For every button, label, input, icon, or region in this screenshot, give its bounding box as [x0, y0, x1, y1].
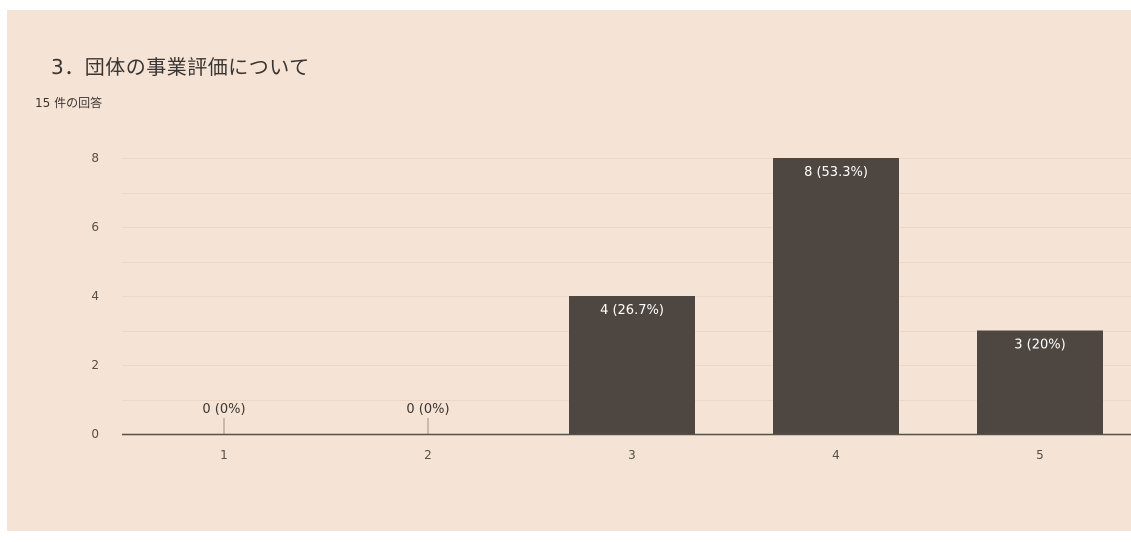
- bar-chart: 0 2 4 6 8 0 (0%) 1 0 (0%) 2 4 (26.7%) 3 8 (53.3%) 4 3…: [91, 151, 1131, 462]
- x-tick-label: 5: [1036, 448, 1044, 462]
- bar: [773, 158, 899, 434]
- bar: [977, 330, 1103, 434]
- y-tick-label: 8: [91, 151, 99, 165]
- y-tick-label: 6: [91, 220, 99, 234]
- y-tick-label: 4: [91, 289, 99, 303]
- data-label: 4 (26.7%): [600, 303, 664, 318]
- question-title: 3．団体の事業評価について: [51, 55, 310, 79]
- data-label: 0 (0%): [406, 402, 449, 417]
- data-label: 0 (0%): [202, 402, 245, 417]
- bar: [569, 296, 695, 434]
- x-tick-label: 4: [832, 448, 840, 462]
- data-label: 3 (20%): [1014, 338, 1065, 353]
- chart-card: 3．団体の事業評価について 15 件の回答 0 2 4 6 8 0 (0%) 1 0 (0%)…: [7, 10, 1131, 531]
- y-tick-label: 0: [91, 427, 99, 441]
- x-tick-label: 2: [424, 448, 432, 462]
- x-tick-label: 3: [628, 448, 636, 462]
- y-tick-label: 2: [91, 358, 99, 372]
- data-label: 8 (53.3%): [804, 165, 868, 180]
- response-count: 15 件の回答: [35, 96, 103, 110]
- x-tick-label: 1: [220, 448, 228, 462]
